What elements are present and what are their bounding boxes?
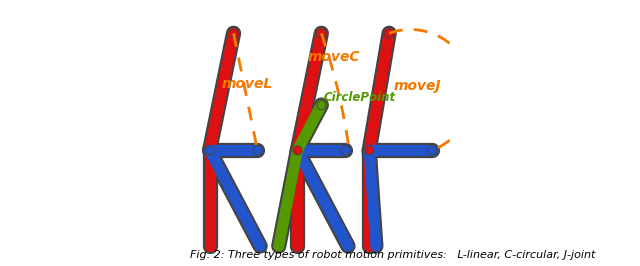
Circle shape — [207, 147, 213, 153]
Circle shape — [365, 146, 374, 155]
Circle shape — [253, 146, 262, 155]
Circle shape — [254, 147, 260, 153]
Circle shape — [342, 147, 348, 153]
Text: moveJ: moveJ — [393, 80, 441, 93]
Circle shape — [318, 30, 324, 36]
Circle shape — [342, 147, 348, 153]
Circle shape — [366, 147, 372, 153]
Circle shape — [341, 146, 349, 155]
Circle shape — [207, 147, 213, 153]
Text: moveL: moveL — [221, 77, 273, 91]
Circle shape — [230, 30, 237, 36]
Circle shape — [428, 146, 436, 155]
Circle shape — [318, 102, 324, 108]
Circle shape — [254, 147, 260, 153]
Circle shape — [385, 29, 394, 38]
Circle shape — [318, 102, 324, 108]
Circle shape — [366, 147, 372, 153]
Circle shape — [429, 147, 435, 153]
Circle shape — [230, 30, 237, 36]
Circle shape — [294, 147, 301, 153]
Circle shape — [318, 30, 324, 36]
Text: Fig. 2: Three types of robot motion primitives:   L-linear, C-circular, J-joint: Fig. 2: Three types of robot motion prim… — [189, 250, 595, 260]
Circle shape — [294, 147, 301, 153]
Circle shape — [229, 29, 238, 38]
Circle shape — [386, 30, 392, 36]
Circle shape — [205, 146, 214, 155]
Circle shape — [317, 29, 326, 38]
Text: moveC: moveC — [308, 50, 360, 64]
Circle shape — [386, 30, 392, 36]
Circle shape — [317, 101, 326, 109]
Text: CirclePoint: CirclePoint — [324, 91, 396, 104]
Circle shape — [293, 146, 301, 155]
Circle shape — [429, 147, 435, 153]
